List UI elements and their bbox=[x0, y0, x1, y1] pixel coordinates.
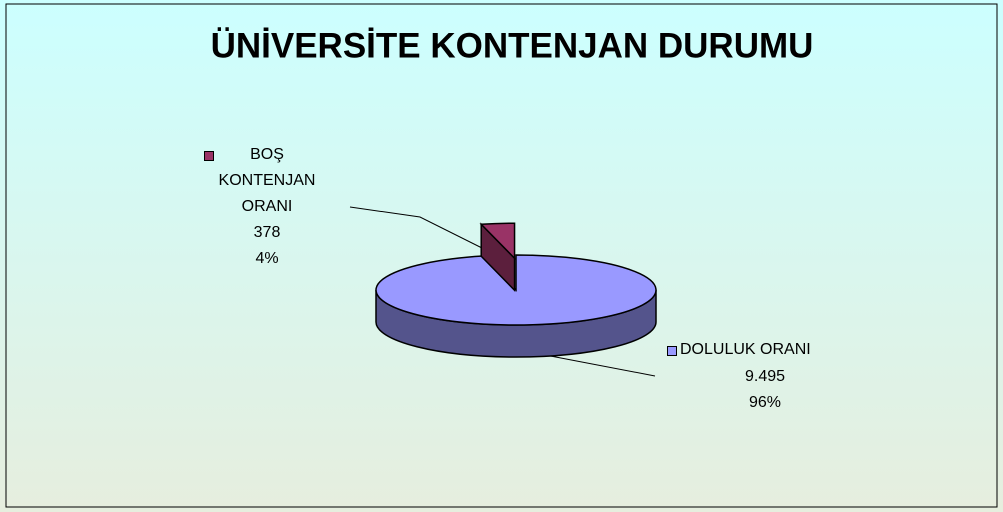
label-value: 378 bbox=[253, 224, 281, 241]
label-name: DOLULUK ORANI bbox=[680, 341, 811, 358]
slice bbox=[375, 254, 657, 326]
chart-border bbox=[5, 3, 998, 508]
label-percent: 96% bbox=[748, 394, 782, 411]
data-label: BOŞ KONTENJAN ORANI 378 4% bbox=[212, 142, 322, 272]
leader-line bbox=[539, 353, 656, 377]
leader-line bbox=[349, 206, 489, 252]
label-value: 9.495 bbox=[744, 368, 786, 385]
data-label: 9.495 96% bbox=[715, 364, 815, 416]
legend-key bbox=[204, 151, 214, 161]
label-percent: 4% bbox=[255, 250, 279, 267]
legend-key bbox=[667, 346, 677, 356]
slice bbox=[479, 222, 516, 261]
chart-title: ÜNİVERSİTE KONTENJAN DURUMU bbox=[211, 26, 814, 65]
label-name: BOŞ KONTENJAN ORANI bbox=[218, 146, 316, 215]
